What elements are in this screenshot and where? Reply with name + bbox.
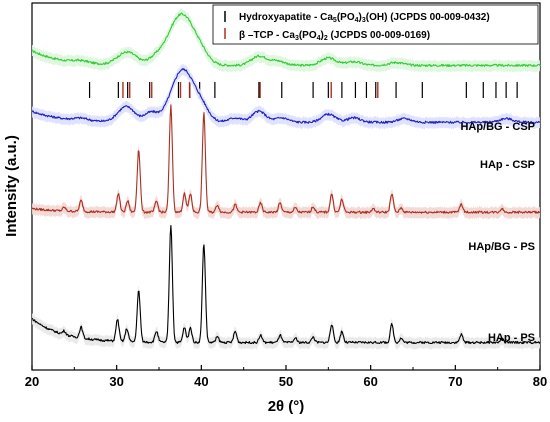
series-line-0 [31, 12, 541, 68]
series-label-1: HAp - CSP [480, 159, 535, 171]
x-tick-label: 80 [533, 374, 547, 389]
x-tick-label: 60 [363, 374, 377, 389]
x-axis-title: 2θ (°) [268, 398, 305, 415]
x-tick-label: 40 [194, 374, 208, 389]
y-axis-title: Intensity (a.u.) [3, 135, 20, 237]
series-fill-1 [32, 63, 540, 130]
x-tick-label: 70 [448, 374, 462, 389]
x-axis-ticks: 20 30 40 50 60 70 80 [25, 365, 547, 389]
series-label-0: HAp/BG - CSP [460, 121, 535, 133]
x-tick-label: 50 [279, 374, 293, 389]
legend-text-hydroxyapatite: Hydroxyapatite - Ca5(PO4)3(OH) (JCPDS 00… [239, 12, 490, 24]
legend: Hydroxyapatite - Ca5(PO4)3(OH) (JCPDS 00… [212, 4, 539, 45]
series-label-2: HAp/BG - PS [468, 241, 535, 253]
series-lines [31, 12, 541, 345]
x-tick-label: 30 [109, 374, 123, 389]
series-labels: HAp/BG - CSP HAp - CSP HAp/BG - PS HAp - PS [460, 121, 535, 344]
series-line-2 [31, 104, 541, 214]
series-label-3: HAp - PS [488, 332, 535, 344]
reference-lines [88, 82, 518, 98]
legend-text-beta-tcp: β –TCP - Ca3(PO4)2 (JCPDS 00-009-0169) [239, 30, 430, 42]
series-line-1 [31, 68, 541, 124]
series-line-3 [31, 225, 541, 345]
legend-box [212, 4, 539, 45]
series-fill-3 [32, 220, 540, 350]
series-fills [32, 8, 540, 350]
x-tick-label: 20 [25, 374, 39, 389]
